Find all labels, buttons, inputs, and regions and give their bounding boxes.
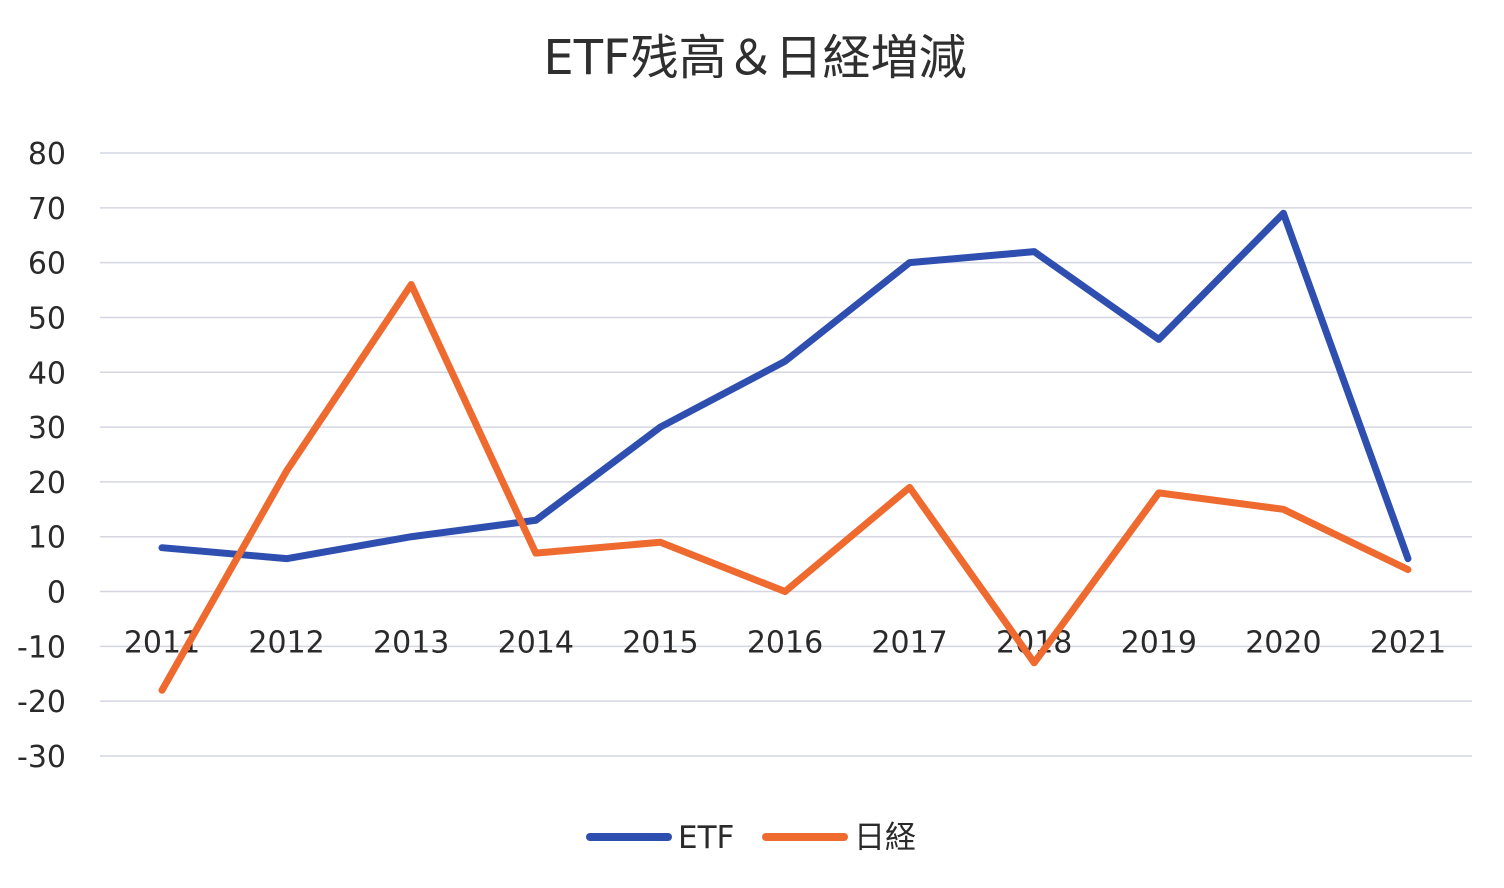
legend: ETF 日経 xyxy=(586,820,916,856)
gridlines xyxy=(100,152,1472,757)
legend-item-etf: ETF xyxy=(586,820,734,856)
x-tick-label: 2012 xyxy=(248,626,324,661)
x-tick-label: 2014 xyxy=(498,626,574,661)
data-point xyxy=(1155,489,1162,496)
y-tick-label: 10 xyxy=(28,521,66,556)
y-tick-label: -30 xyxy=(17,740,66,775)
data-point xyxy=(532,517,539,524)
y-tick-label: 50 xyxy=(28,301,66,336)
series-nikkei xyxy=(158,281,1412,694)
y-tick-label: 0 xyxy=(47,576,66,611)
data-point xyxy=(283,555,290,562)
data-point xyxy=(657,539,664,546)
data-point xyxy=(1031,659,1038,666)
series-lines xyxy=(158,209,1412,694)
y-tick-label: 40 xyxy=(28,356,66,391)
y-tick-label: 80 xyxy=(28,137,66,172)
x-tick-label: 2015 xyxy=(622,626,698,661)
data-point xyxy=(1155,336,1162,343)
chart-title: ETF残高＆日経増減 xyxy=(543,30,966,86)
data-point xyxy=(782,358,788,365)
series-line xyxy=(158,209,1412,563)
x-tick-label: 2013 xyxy=(373,626,449,661)
data-point xyxy=(532,550,539,557)
data-point xyxy=(159,544,165,551)
data-point xyxy=(1280,210,1287,217)
data-point xyxy=(906,484,913,491)
y-tick-label: -10 xyxy=(17,630,66,665)
data-point xyxy=(1405,555,1411,562)
legend-label-etf: ETF xyxy=(678,820,734,856)
y-tick-label: 60 xyxy=(28,247,66,282)
legend-item-nikkei: 日経 xyxy=(762,820,916,856)
data-point xyxy=(1031,248,1038,255)
x-tick-label: 2016 xyxy=(747,626,823,661)
data-point xyxy=(906,259,913,266)
data-point xyxy=(408,533,415,540)
data-point xyxy=(1280,506,1287,513)
x-tick-label: 2021 xyxy=(1370,626,1446,661)
series-etf xyxy=(158,209,1412,563)
y-tick-label: 20 xyxy=(28,466,66,501)
legend-label-nikkei: 日経 xyxy=(854,820,916,856)
data-point xyxy=(1405,566,1411,573)
data-point xyxy=(159,687,165,694)
y-tick-label: 70 xyxy=(28,192,66,227)
data-point xyxy=(657,424,664,431)
data-point xyxy=(408,281,415,288)
y-axis-tick-labels: 80 70 60 50 40 30 20 10 0 -10 -20 -30 xyxy=(17,137,66,775)
x-tick-label: 2020 xyxy=(1245,626,1321,661)
x-tick-label: 2019 xyxy=(1121,626,1197,661)
x-axis-tick-labels: 2011 2012 2013 2014 2015 2016 2017 2018 2019 2020… xyxy=(124,626,1446,661)
x-tick-label: 2017 xyxy=(871,626,947,661)
y-tick-label: -20 xyxy=(17,685,66,720)
data-point xyxy=(782,588,788,595)
data-point xyxy=(283,467,290,474)
y-tick-label: 30 xyxy=(28,411,66,446)
